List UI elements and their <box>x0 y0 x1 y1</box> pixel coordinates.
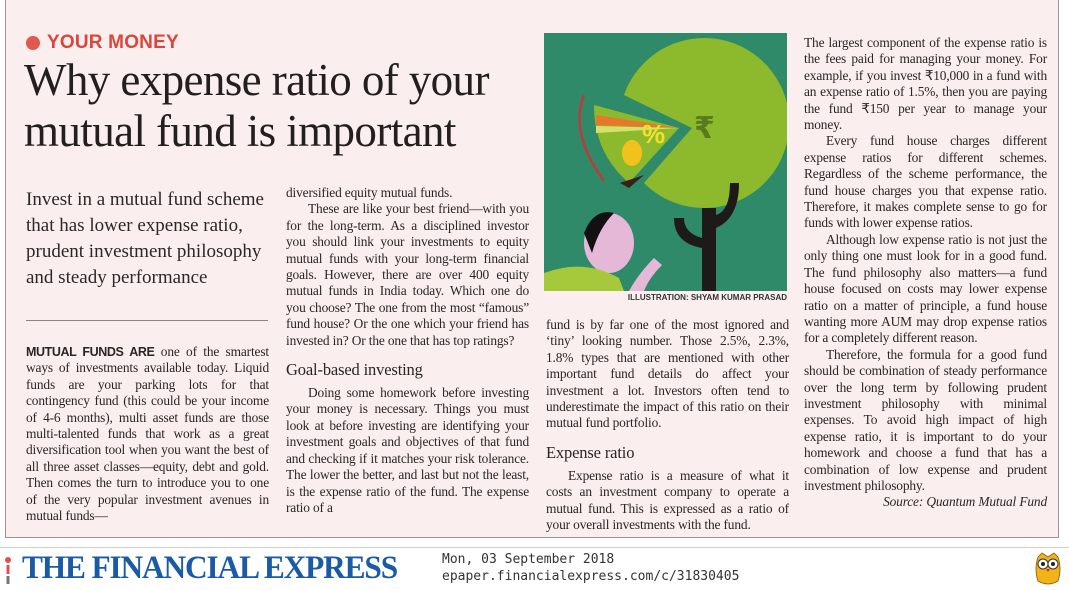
illustration: % ₹ <box>544 33 787 291</box>
logo-mark-icon <box>5 557 11 584</box>
source-credit: Source: Quantum Mutual Fund <box>883 494 1047 510</box>
body-text: Every fund house charges different expen… <box>804 133 1047 231</box>
edition-date: Mon, 03 September 2018 <box>442 552 615 567</box>
newspaper-logo[interactable]: THE FINANCIAL EXPRESS <box>22 550 398 586</box>
kicker-label: YOUR MONEY <box>47 32 179 53</box>
rupee-icon: ₹ <box>694 111 715 146</box>
footer: THE FINANCIAL EXPRESS Mon, 03 September … <box>0 547 1069 590</box>
businessman-icon <box>622 140 642 166</box>
body-text: The largest component of the expense rat… <box>804 35 1047 133</box>
section-kicker: YOUR MONEY <box>26 32 179 54</box>
body-text: Expense ratio is a measure of what it co… <box>546 467 789 533</box>
epaper-link[interactable]: epaper.financialexpress.com/c/31830405 <box>442 569 740 584</box>
subheading: Expense ratio <box>546 442 635 462</box>
percent-icon: % <box>642 119 665 149</box>
illustration-credit: ILLUSTRATION: SHYAM KUMAR PRASAD <box>627 293 787 302</box>
body-text: fund is by far one of the most ignored a… <box>546 317 789 431</box>
subheading: Goal-based investing <box>286 360 423 380</box>
article-clipping: YOUR MONEY Why expense ratio of your mut… <box>5 0 1059 538</box>
lead-in: MUTUAL FUNDS ARE <box>26 345 155 359</box>
column-4: The largest component of the expense rat… <box>804 35 1047 511</box>
body-text: Therefore, the formula for a good fund s… <box>804 346 1047 493</box>
column-3: fund is by far one of the most ignored a… <box>546 317 789 533</box>
tree-trunk <box>702 183 739 291</box>
arrow-icon <box>578 94 606 182</box>
body-text: Although low expense ratio is not just t… <box>804 231 1047 346</box>
red-dot-icon <box>26 36 40 50</box>
headline: Why expense ratio of your mutual fund is… <box>24 55 489 156</box>
divider <box>26 320 268 321</box>
column-2: diversified equity mutual funds. These a… <box>286 185 529 516</box>
body-text: These are like your best friend—with you… <box>286 201 529 348</box>
body-text: one of the smartest ways of investments … <box>26 344 269 524</box>
deck: Invest in a mutual fund scheme that has … <box>26 189 264 288</box>
column-1: MUTUAL FUNDS ARE one of the smartest way… <box>26 344 269 524</box>
pie-chart-icon <box>624 38 787 209</box>
owl-icon <box>1035 552 1061 585</box>
body-text: Doing some homework before investing you… <box>286 385 529 515</box>
body-text: diversified equity mutual funds. <box>286 185 453 200</box>
